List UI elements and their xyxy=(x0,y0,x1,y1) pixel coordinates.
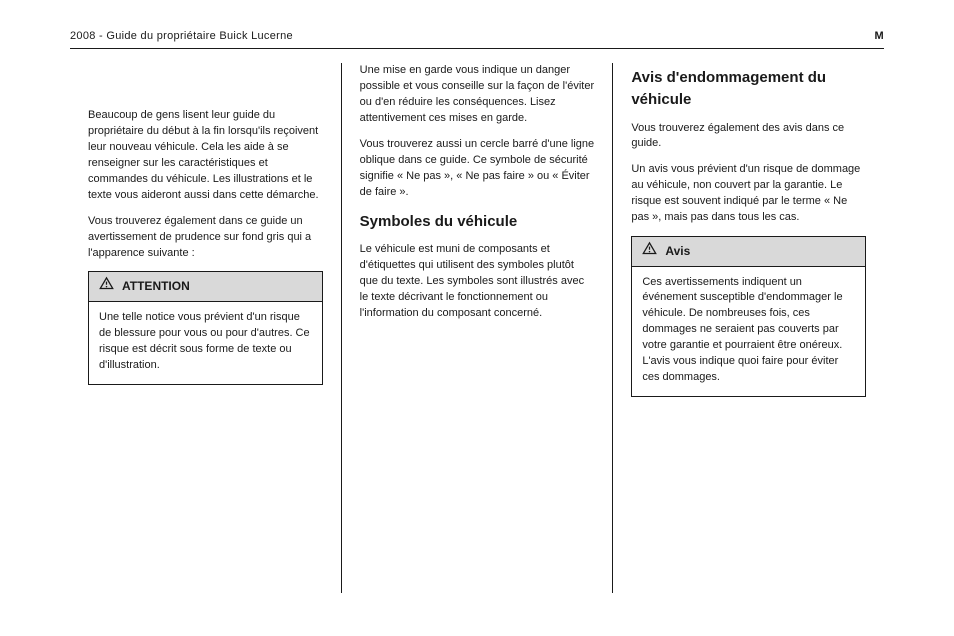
page-header: 2008 - Guide du propriétaire Buick Lucer… xyxy=(70,30,884,42)
column-3: Avis d'endommagement du véhicule Vous tr… xyxy=(612,63,884,593)
header-title: 2008 - Guide du propriétaire Buick Lucer… xyxy=(70,30,293,42)
column-1-top-gap xyxy=(88,63,323,108)
damage-notice-heading-line1: Avis d'endommagement du véhicule xyxy=(631,67,866,111)
warning-triangle-icon xyxy=(99,276,114,296)
notice-label: Avis xyxy=(665,243,690,260)
notice-callout: Avis Ces avertissements indiquent un évé… xyxy=(631,236,866,397)
notice-callout-header: Avis xyxy=(632,237,865,266)
column-2: Une mise en garde vous indique un danger… xyxy=(341,63,613,593)
col3-paragraph-1: Vous trouverez également des avis dans c… xyxy=(631,121,866,153)
columns-container: Beaucoup de gens lisent leur guide du pr… xyxy=(70,63,884,593)
caution-callout: ATTENTION Une telle notice vous prévient… xyxy=(88,271,323,384)
vehicle-symbols-heading: Symboles du véhicule xyxy=(360,211,595,233)
col2-paragraph-3: Le véhicule est muni de composants et d'… xyxy=(360,242,595,322)
col1-paragraph-1: Beaucoup de gens lisent leur guide du pr… xyxy=(88,108,323,204)
page: 2008 - Guide du propriétaire Buick Lucer… xyxy=(0,0,954,636)
caution-label: ATTENTION xyxy=(122,278,190,295)
warning-triangle-icon xyxy=(642,241,657,261)
caution-callout-header: ATTENTION xyxy=(89,272,322,301)
col2-paragraph-1: Une mise en garde vous indique un danger… xyxy=(360,63,595,127)
header-rule xyxy=(70,48,884,49)
column-1: Beaucoup de gens lisent leur guide du pr… xyxy=(70,63,341,593)
notice-body: Ces avertissements indiquent un événemen… xyxy=(632,267,865,397)
caution-body: Une telle notice vous prévient d'un risq… xyxy=(89,302,322,384)
header-mark: M xyxy=(875,30,884,42)
col2-paragraph-2: Vous trouverez aussi un cercle barré d'u… xyxy=(360,137,595,201)
col1-paragraph-2: Vous trouverez également dans ce guide u… xyxy=(88,214,323,262)
col3-paragraph-2: Un avis vous prévient d'un risque de dom… xyxy=(631,162,866,226)
